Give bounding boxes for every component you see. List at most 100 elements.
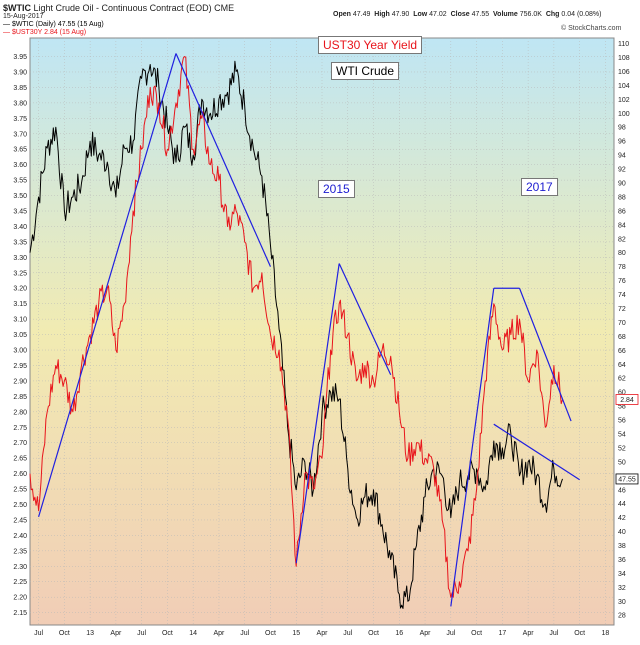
- right-tick-label: 40: [618, 529, 626, 536]
- right-tick-label: 52: [618, 445, 626, 452]
- right-tick-label: 64: [618, 362, 626, 369]
- left-tick-label: 3.25: [13, 270, 27, 277]
- left-tick-label: 3.15: [13, 301, 27, 308]
- right-tick-label: 72: [618, 306, 626, 313]
- ust-annotation-box: UST30 Year Yield: [318, 36, 423, 54]
- left-tick-label: 2.20: [13, 595, 27, 602]
- right-tick-label: 56: [618, 418, 626, 425]
- left-tick-label: 2.65: [13, 456, 27, 463]
- trend-line: [175, 53, 272, 267]
- x-tick-label: Jul: [34, 630, 43, 637]
- x-tick-label: 15: [292, 630, 300, 637]
- right-tick-label: 74: [618, 292, 626, 299]
- x-tick-label: Oct: [368, 630, 379, 637]
- left-tick-label: 3.90: [13, 69, 27, 76]
- x-tick-label: 14: [189, 630, 197, 637]
- left-axis: 2.15 2.20 2.25 2.30 2.35 2.40 2.45 2.50 2.55 2.60…: [13, 54, 27, 617]
- trend-line: [493, 423, 580, 481]
- x-tick-label: 17: [498, 630, 506, 637]
- right-tick-label: 104: [618, 83, 630, 90]
- x-tick-label: Jul: [240, 630, 249, 637]
- trend-lines: [38, 53, 580, 607]
- right-tick-label: 76: [618, 278, 626, 285]
- right-tick-label: 42: [618, 515, 626, 522]
- right-tick-label: 46: [618, 487, 626, 494]
- price-tags: 2.84 47.55: [615, 394, 639, 485]
- left-tick-label: 2.75: [13, 425, 27, 432]
- left-tick-label: 3.65: [13, 147, 27, 154]
- right-tick-label: 84: [618, 222, 626, 229]
- right-tick-label: 70: [618, 320, 626, 327]
- right-tick-label: 94: [618, 153, 626, 160]
- date-label: 15-Aug-2017: [3, 13, 44, 20]
- x-tick-label: Jul: [343, 630, 352, 637]
- left-tick-label: 3.75: [13, 116, 27, 123]
- right-tick-label: 50: [618, 459, 626, 466]
- right-tick-label: 28: [618, 613, 626, 620]
- x-tick-label: Apr: [317, 630, 329, 637]
- x-tick-label: Oct: [471, 630, 482, 637]
- left-tick-label: 2.35: [13, 548, 27, 555]
- right-tick-label: 30: [618, 599, 626, 606]
- trend-line: [450, 288, 495, 607]
- left-tick-label: 3.95: [13, 54, 27, 61]
- left-tick-label: 2.50: [13, 502, 27, 509]
- x-tick-label: 13: [86, 630, 94, 637]
- right-tick-label: 68: [618, 334, 626, 341]
- right-axis: 2830323436384042444648505254565860626466…: [618, 41, 630, 620]
- left-tick-label: 3.60: [13, 162, 27, 169]
- right-tick-label: 108: [618, 55, 630, 62]
- left-tick-label: 2.15: [13, 610, 27, 617]
- ohlc-readout: Open 47.49 High 47.90 Low 47.02 Close 47…: [333, 11, 602, 18]
- left-tick-label: 2.40: [13, 533, 27, 540]
- series-ust30y-line: [29, 56, 563, 598]
- right-tick-label: 80: [618, 250, 626, 257]
- left-tick-label: 3.85: [13, 85, 27, 92]
- left-tick-label: 3.55: [13, 178, 27, 185]
- x-tick-label: Apr: [110, 630, 122, 637]
- x-tick-label: Oct: [162, 630, 173, 637]
- trend-line: [518, 288, 572, 422]
- right-tick-label: 32: [618, 585, 626, 592]
- right-tick-label: 98: [618, 125, 626, 132]
- right-tick-label: 110: [618, 41, 629, 48]
- right-tick-label: 44: [618, 501, 626, 508]
- left-tick-label: 2.55: [13, 487, 27, 494]
- left-tick-label: 3.00: [13, 348, 27, 355]
- right-tick-label: 96: [618, 139, 626, 146]
- x-tick-label: 16: [395, 630, 403, 637]
- legend-wtic: — $WTIC (Daily) 47.55 (15 Aug): [3, 21, 104, 28]
- year-2015-label: 2015: [318, 180, 355, 198]
- right-tick-label: 54: [618, 431, 626, 438]
- left-tick-label: 2.45: [13, 517, 27, 524]
- x-axis: Jul Oct 13 Apr Jul Oct 14 Apr Jul Oct 15 Apr Jul Oct 1…: [34, 630, 609, 637]
- right-tick-label: 100: [618, 111, 630, 118]
- x-tick-label: Jul: [446, 630, 455, 637]
- right-tick-label: 82: [618, 236, 626, 243]
- left-tick-label: 2.60: [13, 471, 27, 478]
- description: Light Crude Oil - Continuous Contract (E…: [33, 3, 212, 13]
- wti-price-tag-label: 47.55: [618, 476, 636, 483]
- ust-price-tag: [615, 394, 639, 405]
- right-tick-label: 60: [618, 390, 626, 397]
- x-tick-label: 18: [602, 630, 610, 637]
- x-tick-label: Apr: [213, 630, 225, 637]
- right-tick-label: 58: [618, 404, 626, 411]
- symbol: $WTIC: [3, 3, 31, 13]
- left-tick-label: 2.95: [13, 363, 27, 370]
- right-tick-label: 90: [618, 181, 626, 188]
- x-tick-label: Jul: [549, 630, 558, 637]
- right-tick-label: 102: [618, 97, 630, 104]
- x-tick-label: Oct: [574, 630, 585, 637]
- left-tick-label: 3.05: [13, 332, 27, 339]
- left-tick-label: 3.35: [13, 239, 27, 246]
- x-tick-label: Oct: [59, 630, 70, 637]
- right-tick-label: 66: [618, 348, 626, 355]
- exchange: CME: [214, 3, 235, 13]
- x-tick-label: Oct: [265, 630, 276, 637]
- year-2017-label: 2017: [521, 178, 558, 196]
- watermark: © StockCharts.com: [561, 25, 622, 32]
- left-tick-label: 2.85: [13, 394, 27, 401]
- right-tick-label: 34: [618, 571, 626, 578]
